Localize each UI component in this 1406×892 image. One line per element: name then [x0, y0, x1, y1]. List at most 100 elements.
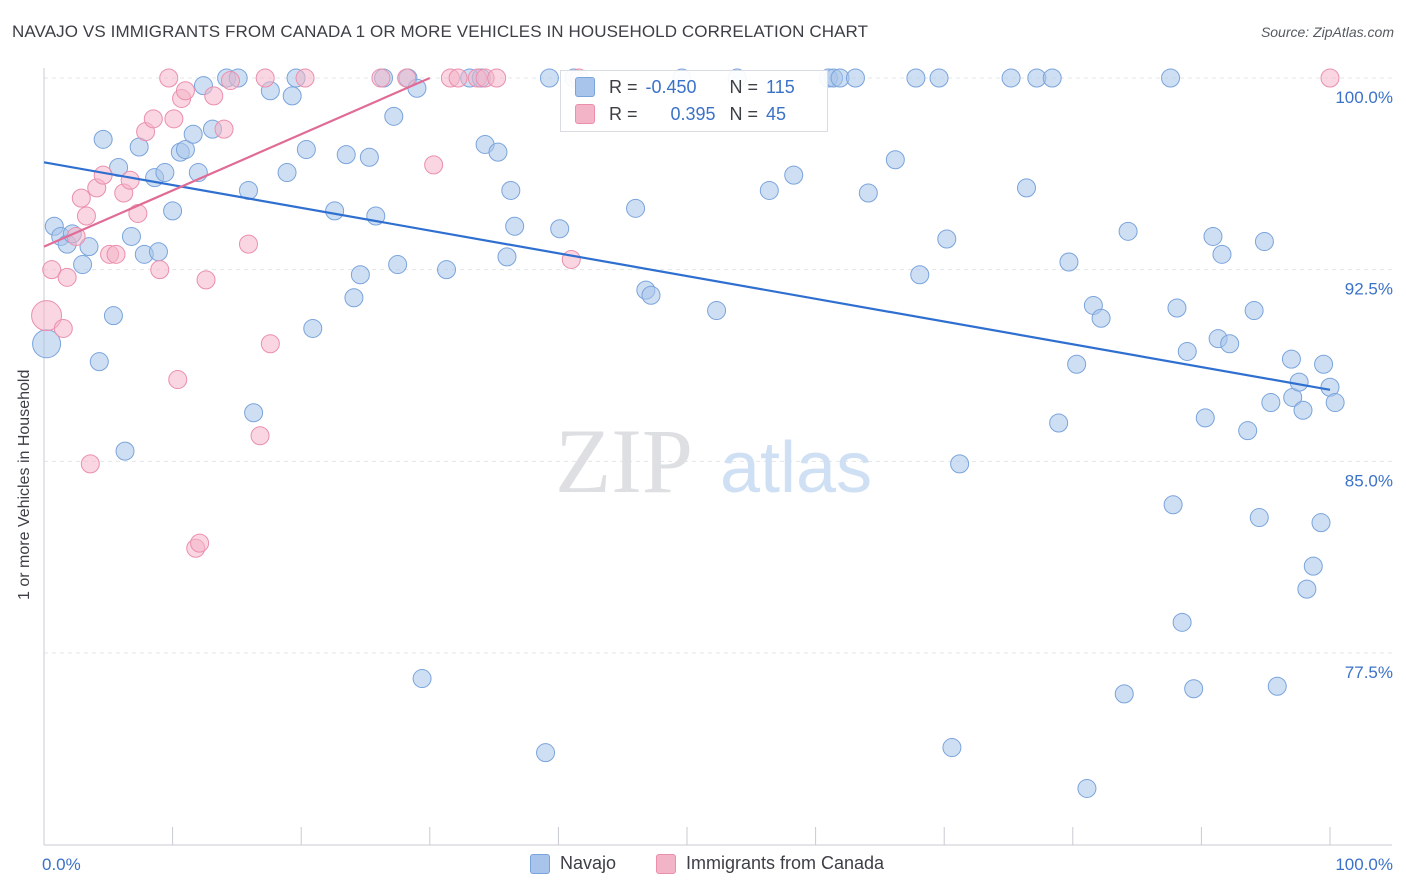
trend-lines — [43, 76, 1331, 391]
point-canada-7 — [80, 454, 100, 474]
point-navajo-95 — [1177, 341, 1197, 361]
point-navajo-38 — [350, 265, 370, 285]
point-navajo-51 — [488, 142, 508, 162]
y-tick-label-0: 100.0% — [1335, 88, 1393, 107]
point-navajo-83 — [1049, 413, 1069, 433]
point-navajo-77 — [942, 738, 962, 758]
point-navajo-16 — [148, 242, 168, 262]
legend-swatch-navajo — [530, 853, 550, 874]
point-navajo-6 — [79, 237, 99, 257]
point-canada-32 — [260, 334, 280, 354]
point-canada-28 — [220, 71, 240, 91]
r-label: R = — [609, 103, 638, 124]
legend-item-canada: Immigrants from Canada — [656, 853, 884, 874]
r-label: R = — [609, 76, 638, 97]
point-navajo-65 — [759, 180, 779, 200]
point-navajo-97 — [1195, 408, 1215, 428]
point-navajo-114 — [1311, 513, 1331, 533]
point-navajo-100 — [1212, 244, 1232, 264]
watermark: ZIP atlas — [555, 410, 872, 512]
trend-line-canada — [43, 76, 431, 248]
axes — [43, 68, 1392, 846]
point-navajo-105 — [1254, 232, 1274, 252]
point-canada-22 — [175, 81, 195, 101]
point-canada-2 — [53, 318, 73, 338]
point-navajo-63 — [707, 301, 727, 321]
point-navajo-79 — [1001, 68, 1021, 88]
point-navajo-88 — [1077, 778, 1097, 798]
stats-swatch-navajo — [575, 77, 595, 97]
y-tick-label-3: 77.5% — [1345, 663, 1393, 682]
point-navajo-101 — [1220, 334, 1240, 354]
point-canada-44 — [1320, 68, 1340, 88]
point-navajo-82 — [1042, 68, 1062, 88]
point-canada-24 — [190, 533, 210, 553]
source-label: Source: ZipAtlas.com — [1260, 24, 1394, 40]
point-navajo-56 — [539, 68, 559, 88]
point-navajo-61 — [641, 285, 661, 305]
point-navajo-18 — [163, 201, 183, 221]
legend-label-canada: Immigrants from Canada — [686, 853, 885, 873]
n-value-navajo: 115 — [766, 76, 795, 97]
point-navajo-31 — [282, 86, 302, 106]
x-tick-label-max: 100.0% — [1335, 855, 1393, 874]
point-canada-34 — [371, 68, 391, 88]
point-navajo-94 — [1172, 612, 1192, 632]
n-value-canada: 45 — [766, 103, 787, 124]
point-navajo-70 — [845, 68, 865, 88]
point-canada-5 — [71, 188, 91, 208]
point-navajo-85 — [1067, 354, 1087, 374]
point-canada-29 — [238, 234, 258, 254]
point-navajo-21 — [183, 124, 203, 144]
point-navajo-87 — [1091, 308, 1111, 328]
point-canada-20 — [168, 370, 188, 390]
point-canada-17 — [150, 260, 170, 280]
point-navajo-55 — [536, 743, 556, 763]
point-canada-11 — [106, 244, 126, 264]
point-navajo-108 — [1281, 349, 1301, 369]
y-tick-label-1: 92.5% — [1345, 280, 1393, 299]
point-navajo-20 — [175, 140, 195, 160]
stats-row-navajo: R = -0.450 N = 115 — [575, 74, 795, 100]
point-navajo-112 — [1297, 579, 1317, 599]
point-canada-6 — [76, 206, 96, 226]
point-navajo-7 — [89, 352, 109, 372]
watermark-zip: ZIP — [555, 410, 693, 512]
point-navajo-66 — [784, 165, 804, 185]
point-navajo-113 — [1303, 556, 1323, 576]
point-canada-36 — [424, 155, 444, 175]
point-canada-30 — [250, 426, 270, 446]
point-navajo-52 — [497, 247, 517, 267]
point-navajo-43 — [388, 255, 408, 275]
trend-line-navajo — [43, 161, 1331, 391]
point-navajo-36 — [336, 145, 356, 165]
point-canada-25 — [196, 270, 216, 290]
point-navajo-106 — [1261, 393, 1281, 413]
r-value-canada: 0.395 — [670, 103, 716, 124]
point-navajo-107 — [1267, 676, 1287, 696]
y-tick-labels: 100.0% 92.5% 85.0% 77.5% — [1335, 88, 1393, 682]
point-navajo-46 — [412, 669, 432, 689]
legend-swatch-canada — [656, 853, 676, 874]
point-navajo-92 — [1163, 495, 1183, 515]
point-navajo-72 — [885, 150, 905, 170]
point-canada-19 — [164, 109, 184, 129]
point-navajo-76 — [937, 229, 957, 249]
legend-item-navajo: Navajo — [530, 853, 616, 874]
point-navajo-37 — [344, 288, 364, 308]
point-navajo-71 — [858, 183, 878, 203]
n-label: N = — [729, 103, 759, 124]
point-navajo-104 — [1249, 508, 1269, 528]
stats-swatch-canada — [575, 104, 595, 124]
legend-label-navajo: Navajo — [560, 853, 617, 873]
n-label: N = — [729, 76, 759, 97]
r-value-navajo: -0.450 — [645, 76, 697, 97]
point-canada-38 — [448, 68, 468, 88]
point-navajo-12 — [121, 226, 141, 246]
watermark-atlas: atlas — [720, 428, 872, 508]
point-navajo-80 — [1017, 178, 1037, 198]
point-navajo-47 — [437, 260, 457, 280]
point-canada-41 — [487, 68, 507, 88]
stats-box: R = -0.450 N = 115 R = 0.395 N = 45 — [560, 70, 828, 132]
